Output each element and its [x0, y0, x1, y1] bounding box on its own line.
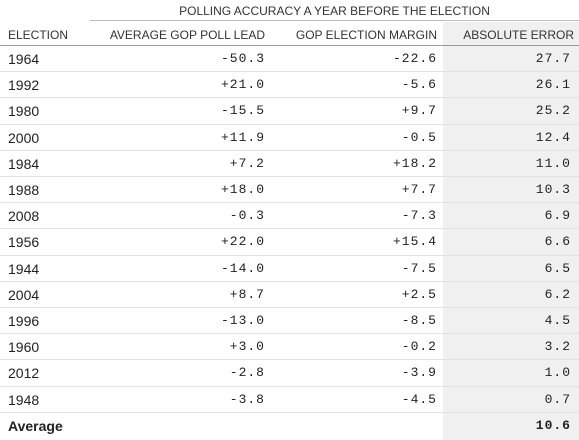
row-divider [0, 254, 579, 256]
value-cell: 4.5 [544, 313, 571, 328]
value-cell: +21.0 [220, 77, 265, 93]
row-divider [0, 411, 579, 413]
value-cell: -2.8 [229, 365, 265, 381]
year-cell: 2012 [8, 365, 40, 382]
row-divider [0, 202, 579, 204]
year-cell: 1956 [8, 234, 40, 251]
value-cell: 12.4 [535, 129, 571, 145]
footer-value: 10.6 [535, 417, 571, 433]
column-header: ABSOLUTE ERROR [463, 28, 574, 42]
row-divider [0, 97, 579, 99]
year-cell: 1948 [8, 391, 40, 408]
column-header: ELECTION [8, 28, 69, 42]
footer-label: Average [8, 417, 63, 434]
value-cell: +9.7 [401, 103, 437, 119]
value-cell: -5.6 [401, 77, 437, 93]
row-divider [0, 359, 579, 361]
year-cell: 2008 [8, 208, 40, 225]
value-cell: 11.0 [535, 155, 571, 171]
year-cell: 1996 [8, 313, 40, 329]
value-cell: -7.3 [401, 208, 437, 224]
column-header: GOP ELECTION MARGIN [295, 28, 437, 42]
value-cell: +7.2 [229, 155, 265, 171]
value-cell: -3.8 [229, 391, 265, 407]
value-cell: -0.3 [229, 208, 265, 224]
value-cell: +18.2 [392, 155, 437, 171]
value-cell: 26.1 [535, 77, 571, 93]
year-cell: 1992 [8, 77, 40, 94]
value-cell: -22.6 [392, 51, 437, 66]
year-cell: 2000 [8, 129, 40, 146]
year-cell: 2004 [8, 286, 40, 303]
value-cell: +3.0 [229, 339, 265, 355]
value-cell: -3.9 [401, 365, 437, 381]
year-cell: 1944 [8, 260, 40, 277]
year-cell: 1980 [8, 103, 40, 120]
value-cell: -15.5 [220, 103, 265, 119]
row-divider [0, 149, 579, 151]
value-cell: +18.0 [220, 182, 265, 197]
value-cell: +22.0 [220, 234, 265, 250]
value-cell: -7.5 [401, 260, 437, 276]
value-cell: 1.0 [544, 365, 571, 381]
value-cell: 6.2 [544, 286, 571, 302]
value-cell: 10.3 [535, 182, 571, 197]
row-divider [0, 176, 579, 177]
value-cell: 6.9 [544, 208, 571, 224]
value-cell: +11.9 [220, 129, 265, 145]
year-cell: 1988 [8, 182, 40, 198]
row-divider [0, 123, 579, 125]
group-underline [90, 20, 579, 21]
value-cell: 6.6 [544, 234, 571, 250]
value-cell: -8.5 [401, 313, 437, 328]
value-cell: -50.3 [220, 51, 265, 66]
row-divider [0, 228, 579, 230]
row-divider [0, 307, 579, 308]
row-divider [0, 333, 579, 335]
year-cell: 1984 [8, 155, 40, 172]
year-cell: 1964 [8, 51, 40, 67]
value-cell: -0.2 [401, 339, 437, 355]
value-cell: -13.0 [220, 313, 265, 328]
value-cell: -4.5 [401, 391, 437, 407]
value-cell: +7.7 [401, 182, 437, 197]
value-cell: 3.2 [544, 339, 571, 355]
value-cell: -0.5 [401, 129, 437, 145]
highlight-column [443, 22, 579, 440]
value-cell: 27.7 [535, 51, 571, 66]
group-header: POLLING ACCURACY A YEAR BEFORE THE ELECT… [179, 4, 490, 18]
value-cell: 25.2 [535, 103, 571, 119]
year-cell: 1960 [8, 339, 40, 356]
value-cell: -14.0 [220, 260, 265, 276]
column-header: AVERAGE GOP POLL LEAD [109, 28, 265, 42]
header-rule [0, 45, 579, 46]
row-divider [0, 71, 579, 73]
row-divider [0, 280, 579, 282]
value-cell: +8.7 [229, 286, 265, 302]
row-divider [0, 385, 579, 387]
value-cell: 0.7 [544, 391, 571, 407]
value-cell: 6.5 [544, 260, 571, 276]
value-cell: +2.5 [401, 286, 437, 302]
value-cell: +15.4 [392, 234, 437, 250]
